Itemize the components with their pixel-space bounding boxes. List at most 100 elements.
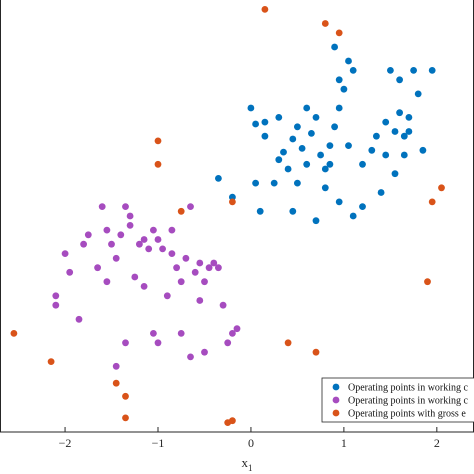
series-2-point-11 <box>112 254 120 262</box>
series-1-point-4 <box>275 114 283 121</box>
series-2-point-24 <box>168 226 176 234</box>
x-axis-label: x1 <box>241 455 252 473</box>
series-1-point-46 <box>229 193 236 201</box>
series-2-point-36 <box>224 339 232 347</box>
series-1-point-19 <box>349 67 357 74</box>
series-1-point-16 <box>335 104 343 112</box>
series-1-point-56 <box>419 146 427 154</box>
plot-frame <box>0 0 474 433</box>
series-1-point-51 <box>261 118 269 126</box>
x-tick-label: −2 <box>59 436 72 450</box>
series-3-point-4 <box>154 137 162 145</box>
series-2-point-3 <box>61 250 69 257</box>
series-2-point-20 <box>150 226 157 234</box>
series-2-point-19 <box>145 245 153 253</box>
series-2-point-8 <box>98 203 106 211</box>
series-1-point-14 <box>326 142 334 150</box>
series-2-point-1 <box>52 292 60 300</box>
series-1-point-35 <box>400 151 408 159</box>
series-3-point-17 <box>428 198 436 206</box>
series-2-point-12 <box>117 231 125 239</box>
series-2-point-31 <box>201 278 208 286</box>
series-2-point-4 <box>66 268 74 276</box>
series-1-point-5 <box>280 148 287 156</box>
series-2-point-17 <box>136 240 143 248</box>
series-2-point-30 <box>196 297 204 304</box>
series-2-point-22 <box>159 245 167 253</box>
series-1-point-54 <box>382 118 390 126</box>
series-1-point-42 <box>294 179 301 187</box>
series-1-point-8 <box>298 145 306 152</box>
series-3-point-6 <box>229 198 236 206</box>
legend-entry-2: Operating points in working c <box>348 396 469 407</box>
series-2-point-37 <box>229 330 236 337</box>
x-tick-label: 1 <box>341 436 347 450</box>
series-1-point-9 <box>303 160 311 168</box>
series-3-point-10 <box>122 392 129 400</box>
series-3-point-1 <box>261 5 269 13</box>
legend-marker-3 <box>332 409 340 417</box>
series-2-point-26 <box>177 278 185 286</box>
series-1-point-6 <box>289 135 297 143</box>
series-1-point-10 <box>308 130 315 137</box>
series-2-point-49 <box>140 236 148 243</box>
series-2-point-35 <box>219 301 227 309</box>
series-2-point-7 <box>94 264 101 272</box>
series-1-point-18 <box>345 57 352 65</box>
series-1-point-24 <box>345 142 352 150</box>
series-1-point-39 <box>349 212 357 220</box>
series-2-point-38 <box>233 325 241 333</box>
series-1-point-31 <box>387 67 394 74</box>
series-3-point-13 <box>229 417 236 425</box>
series-2-point-47 <box>103 226 111 234</box>
series-2-point-50 <box>196 259 204 267</box>
series-3-point-2 <box>321 20 329 27</box>
series-2-point-41 <box>112 362 120 370</box>
series-1-point-30 <box>400 132 408 140</box>
legend-marker-1 <box>332 383 340 391</box>
series-3-point-18 <box>438 184 445 192</box>
series-2-point-40 <box>201 348 208 356</box>
series-2-point-16 <box>131 273 139 281</box>
series-2-point-42 <box>122 339 129 347</box>
series-2-point-6 <box>84 231 92 239</box>
x-tick-label: −1 <box>152 436 165 450</box>
series-2-point-32 <box>205 264 213 272</box>
series-3-point-5 <box>154 160 162 168</box>
series-1-point-26 <box>373 132 380 140</box>
series-1-point-23 <box>321 184 329 192</box>
series-2-point-25 <box>173 264 181 272</box>
series-1-point-21 <box>335 76 343 84</box>
legend-box <box>321 377 474 423</box>
series-1-point-45 <box>256 207 264 215</box>
series-2-point-29 <box>191 268 199 276</box>
series-1-point-47 <box>215 175 222 182</box>
series-1-point-17 <box>340 85 348 93</box>
series-1-point-32 <box>396 76 403 84</box>
x-axis-label-main: x <box>241 455 248 470</box>
series-3-point-16 <box>424 278 431 286</box>
series-1-point-53 <box>368 146 376 154</box>
x-axis-label-subscript: 1 <box>248 463 253 473</box>
series-3-point-11 <box>122 414 129 422</box>
series-3-point-3 <box>335 29 343 37</box>
series-1-point-20 <box>331 43 338 51</box>
series-2-point-21 <box>154 236 162 243</box>
series-3-point-8 <box>47 358 55 365</box>
series-2-point-44 <box>150 330 157 337</box>
series-2-point-9 <box>103 278 111 286</box>
series-1-point-44 <box>270 179 278 187</box>
series-2-point-43 <box>154 339 162 347</box>
series-2-point-18 <box>140 283 148 290</box>
legend-entry-1: Operating points in working c <box>348 383 469 394</box>
series-2-point-28 <box>187 203 194 211</box>
series-1-point-1 <box>247 104 255 112</box>
series-1-point-33 <box>410 67 417 74</box>
series-1-point-41 <box>312 217 320 225</box>
series-2-point-33 <box>210 259 218 267</box>
x-tick-label: 2 <box>434 436 440 450</box>
series-2-point-27 <box>182 254 190 262</box>
series-1-point-28 <box>391 128 399 135</box>
series-1-point-12 <box>317 151 324 159</box>
